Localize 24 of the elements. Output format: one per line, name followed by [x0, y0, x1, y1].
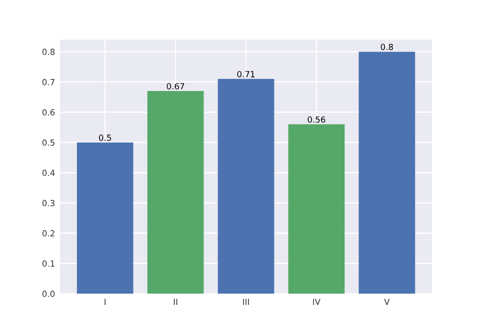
x-tick-label: IV — [313, 298, 320, 305]
y-tick-label: 0.6 — [42, 109, 55, 116]
x-tick-label: III — [243, 298, 249, 305]
y-tick-label: 0.5 — [42, 139, 54, 146]
data-label: 0.8 — [380, 44, 393, 50]
y-tick-label: 0.7 — [42, 78, 54, 86]
data-label: 0.67 — [166, 83, 184, 90]
x-tick-label: V — [384, 298, 390, 305]
data-label: 0.56 — [308, 116, 326, 123]
bar — [288, 124, 345, 294]
bar — [147, 91, 204, 294]
bar — [218, 78, 274, 294]
y-tick-label: 0.0 — [42, 290, 55, 297]
x-tick-label: II — [174, 298, 178, 305]
x-tick-label: I — [104, 298, 106, 305]
bar — [76, 142, 134, 294]
data-label: 0.5 — [99, 134, 111, 141]
y-tick-label: 0.1 — [42, 260, 54, 267]
y-tick-label: 0.8 — [42, 48, 55, 55]
bar — [358, 52, 416, 294]
y-tick-label: 0.2 — [42, 230, 54, 236]
y-tick-label: 0.3 — [42, 200, 54, 206]
y-tick-label: 0.4 — [42, 170, 55, 176]
data-label: 0.71 — [237, 71, 255, 78]
